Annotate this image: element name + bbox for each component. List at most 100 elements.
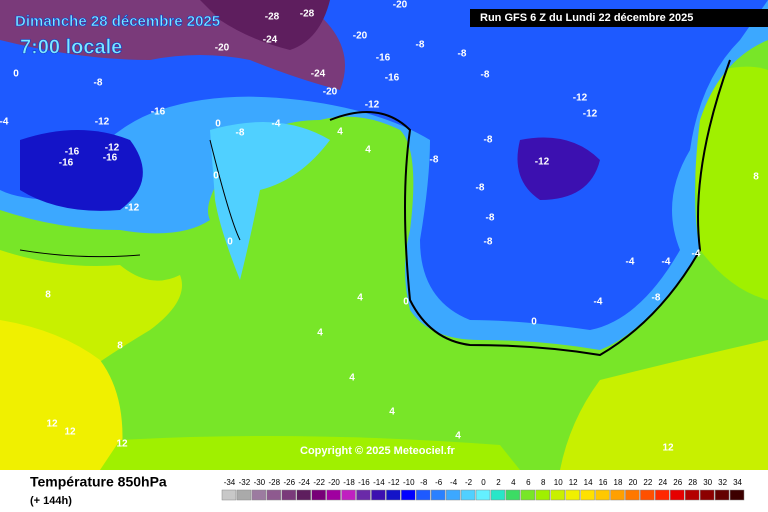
colorbar-cell xyxy=(714,489,730,501)
colorbar-cell xyxy=(625,489,640,501)
isotherm-label: 4 xyxy=(365,145,371,156)
isotherm-label: 4 xyxy=(357,293,363,304)
run-label: Run GFS 6 Z du Lundi 22 décembre 2025 xyxy=(480,12,693,24)
isotherm-label: -28 xyxy=(265,12,280,23)
colorbar-cell xyxy=(670,489,685,501)
colorbar-label: 10 xyxy=(554,478,563,487)
isotherm-label: -8 xyxy=(458,49,467,60)
colorbar-cell xyxy=(416,489,431,501)
colorbar-label: 12 xyxy=(569,478,578,487)
colorbar-cell xyxy=(610,489,625,501)
colorbar-label: 2 xyxy=(496,478,501,487)
colorbar-cell xyxy=(221,489,237,501)
isotherm-label: 4 xyxy=(455,431,461,442)
isotherm-label: -16 xyxy=(103,153,118,164)
colorbar-label: 14 xyxy=(584,478,593,487)
colorbar-label: -8 xyxy=(420,478,428,487)
colorbar-cell xyxy=(401,489,416,501)
colorbar-cell xyxy=(251,489,267,501)
colorbar-label: 0 xyxy=(481,478,486,487)
isotherm-label: 12 xyxy=(662,443,674,454)
isotherm-label: -24 xyxy=(311,69,326,80)
colorbar-label: -24 xyxy=(298,478,310,487)
copyright: Copyright © 2025 Meteociel.fr xyxy=(300,445,456,457)
colorbar-label: -26 xyxy=(283,478,295,487)
colorbar-cell xyxy=(281,489,296,501)
isotherm-label: 0 xyxy=(403,297,409,308)
isotherm-label: -12 xyxy=(535,157,550,168)
colorbar-cell xyxy=(655,489,670,501)
colorbar-cell xyxy=(296,489,311,501)
colorbar-label: 6 xyxy=(526,478,531,487)
colorbar-cell xyxy=(386,489,401,501)
colorbar-label: 8 xyxy=(541,478,546,487)
isotherm-label: 4 xyxy=(337,127,343,138)
colorbar-label: 30 xyxy=(703,478,712,487)
colorbar-cell xyxy=(640,489,655,501)
colorbar-cell xyxy=(505,489,521,501)
colorbar-cell xyxy=(371,489,386,501)
colorbar-label: -10 xyxy=(403,478,415,487)
isotherm-label: -8 xyxy=(486,213,495,224)
isotherm-label: 0 xyxy=(213,171,219,182)
isotherm-label: 12 xyxy=(46,419,58,430)
colorbar-label: 18 xyxy=(614,478,623,487)
isotherm-label: 0 xyxy=(13,69,19,80)
isotherm-label: 4 xyxy=(349,373,355,384)
isotherm-label: -12 xyxy=(95,117,110,128)
colorbar-cell xyxy=(311,489,326,501)
isotherm-label: -8 xyxy=(236,128,245,139)
isotherm-label: -20 xyxy=(215,43,230,54)
colorbar-cell xyxy=(326,489,341,501)
isotherm-label: 8 xyxy=(45,290,51,301)
colorbar-label: -22 xyxy=(313,478,325,487)
colorbar-cell xyxy=(490,489,506,501)
run-box xyxy=(470,9,768,27)
colorbar-label: 20 xyxy=(628,478,637,487)
isotherm-label: -8 xyxy=(476,183,485,194)
isotherm-label: -8 xyxy=(481,70,490,81)
colorbar-cell xyxy=(460,489,476,501)
date-label: Dimanche 28 décembre 2025 xyxy=(15,13,220,30)
isotherm-label: -16 xyxy=(59,158,74,169)
time-label: 7:00 locale xyxy=(20,36,122,58)
footer-lead: (+ 144h) xyxy=(30,495,72,507)
colorbar-label: -16 xyxy=(358,478,370,487)
isotherm-label: 12 xyxy=(64,427,76,438)
colorbar-cell xyxy=(341,489,356,501)
colorbar-label: 28 xyxy=(688,478,697,487)
colorbar-label: 4 xyxy=(511,478,516,487)
colorbar-label: -4 xyxy=(450,478,458,487)
colorbar-cell xyxy=(535,489,550,501)
colorbar-label: -18 xyxy=(343,478,355,487)
colorbar-cell xyxy=(595,489,610,501)
colorbar-cell xyxy=(699,489,715,501)
isotherm-label: -8 xyxy=(484,135,493,146)
isotherm-label: 8 xyxy=(117,341,123,352)
isotherm-label: -20 xyxy=(393,0,408,11)
isotherm-label: -16 xyxy=(376,53,391,64)
isotherm-label: -12 xyxy=(365,100,380,111)
isotherm-label: -12 xyxy=(125,203,140,214)
isotherm-label: -16 xyxy=(65,147,80,158)
colorbar-label: -2 xyxy=(465,478,473,487)
isotherm-label: -4 xyxy=(272,119,281,130)
colorbar-cell xyxy=(430,489,446,501)
isotherm-label: 0 xyxy=(531,317,537,328)
isotherm-label: -16 xyxy=(151,107,166,118)
colorbar-cell xyxy=(445,489,461,501)
colorbar-label: 34 xyxy=(733,478,742,487)
isotherm-label: -8 xyxy=(416,40,425,51)
isotherm-label: 4 xyxy=(389,407,395,418)
colorbar-cell xyxy=(565,489,580,501)
colorbar-label: 26 xyxy=(673,478,682,487)
isotherm-label: -8 xyxy=(430,155,439,166)
isotherm-label: -4 xyxy=(626,257,635,268)
isotherm-label: -4 xyxy=(692,249,701,260)
colorbar-label: 22 xyxy=(643,478,652,487)
isotherm-label: -24 xyxy=(263,35,278,46)
isotherm-label: 0 xyxy=(215,119,221,130)
colorbar-cell xyxy=(684,489,700,501)
map-background xyxy=(0,0,768,470)
